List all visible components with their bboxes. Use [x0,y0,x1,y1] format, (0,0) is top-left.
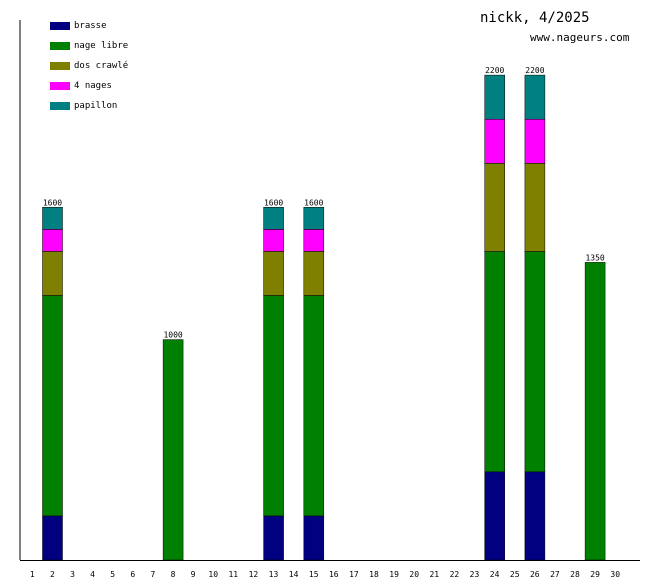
legend-item-0: brasse [50,16,128,36]
bar-segment-day-13-series-0 [263,515,284,561]
x-tick-label-11: 11 [228,570,238,579]
x-tick-label-6: 6 [130,570,135,579]
x-tick-label-3: 3 [70,570,75,579]
bar-segment-day-26-series-3 [524,118,546,164]
bar-segment-day-2-series-1 [42,295,63,517]
total-label-day-29: 1350 [585,253,604,262]
bar-segment-day-26-series-0 [524,471,546,561]
x-tick-label-17: 17 [349,570,359,579]
bar-segment-day-2-series-2 [42,251,63,296]
x-tick-label-2: 2 [50,570,55,579]
legend-item-1: nage libre [50,36,128,56]
bar-segment-day-24-series-4 [484,74,505,120]
bar-segment-day-15-series-3 [303,229,325,252]
x-tick-label-21: 21 [429,570,439,579]
legend: brasse nage libre dos crawlé 4 nages papillo… [50,16,128,116]
x-tick-label-28: 28 [570,570,580,579]
x-tick-label-7: 7 [150,570,155,579]
x-tick-label-16: 16 [329,570,339,579]
total-label-day-24: 2200 [485,66,504,75]
legend-swatch [50,82,70,90]
x-tick-label-20: 20 [409,570,419,579]
x-tick-label-8: 8 [171,570,176,579]
x-tick-label-22: 22 [450,570,460,579]
site-url: www.nageurs.com [530,31,630,44]
x-tick-label-1: 1 [30,570,35,579]
x-tick-label-19: 19 [389,570,399,579]
bar-segment-day-2-series-0 [42,515,63,561]
legend-item-4: papillon [50,96,128,116]
x-tick-label-4: 4 [90,570,95,579]
bar-segment-day-13-series-1 [263,295,284,517]
x-tick-label-5: 5 [110,570,115,579]
bar-segment-day-24-series-2 [484,163,505,252]
legend-item-3: 4 nages [50,76,128,96]
bar-segment-day-15-series-2 [303,251,325,296]
x-tick-label-27: 27 [550,570,560,579]
x-tick-label-15: 15 [309,570,319,579]
x-tick-label-30: 30 [610,570,620,579]
x-tick-label-24: 24 [490,570,500,579]
x-tick-label-18: 18 [369,570,379,579]
x-tick-label-23: 23 [470,570,480,579]
bar-segment-day-26-series-1 [524,251,546,473]
bar-segment-day-15-series-0 [303,515,325,561]
legend-swatch [50,22,70,30]
bar-segment-day-24-series-1 [484,251,505,473]
bar-segment-day-8-series-1 [162,339,184,561]
x-tick-label-25: 25 [510,570,520,579]
chart-title: nickk, 4/2025 [480,10,590,26]
bar-segment-day-13-series-3 [263,229,284,252]
bar-segment-day-26-series-4 [524,74,546,120]
legend-swatch [50,102,70,110]
x-tick-labels-layer: 1 2 3 4 5 6 7 8 9 10 11 12 13 14 15 16 17 18 19 20 21 22 23 24 2… [30,570,620,579]
x-tick-label-12: 12 [249,570,259,579]
bar-segment-day-29-series-1 [584,262,606,561]
legend-swatch [50,42,70,50]
legend-label: brasse [74,21,107,31]
bar-segment-day-15-series-4 [303,207,325,230]
legend-label: 4 nages [74,81,112,91]
x-tick-label-14: 14 [289,570,299,579]
bar-segment-day-24-series-3 [484,118,505,164]
x-tick-label-10: 10 [208,570,218,579]
bar-segment-day-2-series-3 [42,229,63,252]
total-label-day-15: 1600 [304,198,323,207]
bar-segment-day-13-series-4 [263,207,284,230]
x-tick-label-13: 13 [269,570,279,579]
bar-segment-day-15-series-1 [303,295,325,517]
x-tick-label-9: 9 [191,570,196,579]
bar-segment-day-2-series-4 [42,207,63,230]
x-tick-label-29: 29 [590,570,600,579]
x-tick-label-26: 26 [530,570,540,579]
total-label-day-13: 1600 [264,198,283,207]
total-label-day-2: 1600 [43,198,62,207]
total-label-day-8: 1000 [163,331,182,340]
bar-segment-day-13-series-2 [263,251,284,296]
bars-layer [42,74,606,561]
legend-label: nage libre [74,41,129,51]
legend-label: dos crawlé [74,61,129,71]
bar-segment-day-26-series-2 [524,163,546,252]
total-labels-layer: 1600 1000 1600 1600 2200 2200 1350 [43,66,605,340]
legend-item-2: dos crawlé [50,56,128,76]
total-label-day-26: 2200 [525,66,544,75]
legend-label: papillon [74,101,118,111]
bar-segment-day-24-series-0 [484,471,505,561]
legend-swatch [50,62,70,70]
